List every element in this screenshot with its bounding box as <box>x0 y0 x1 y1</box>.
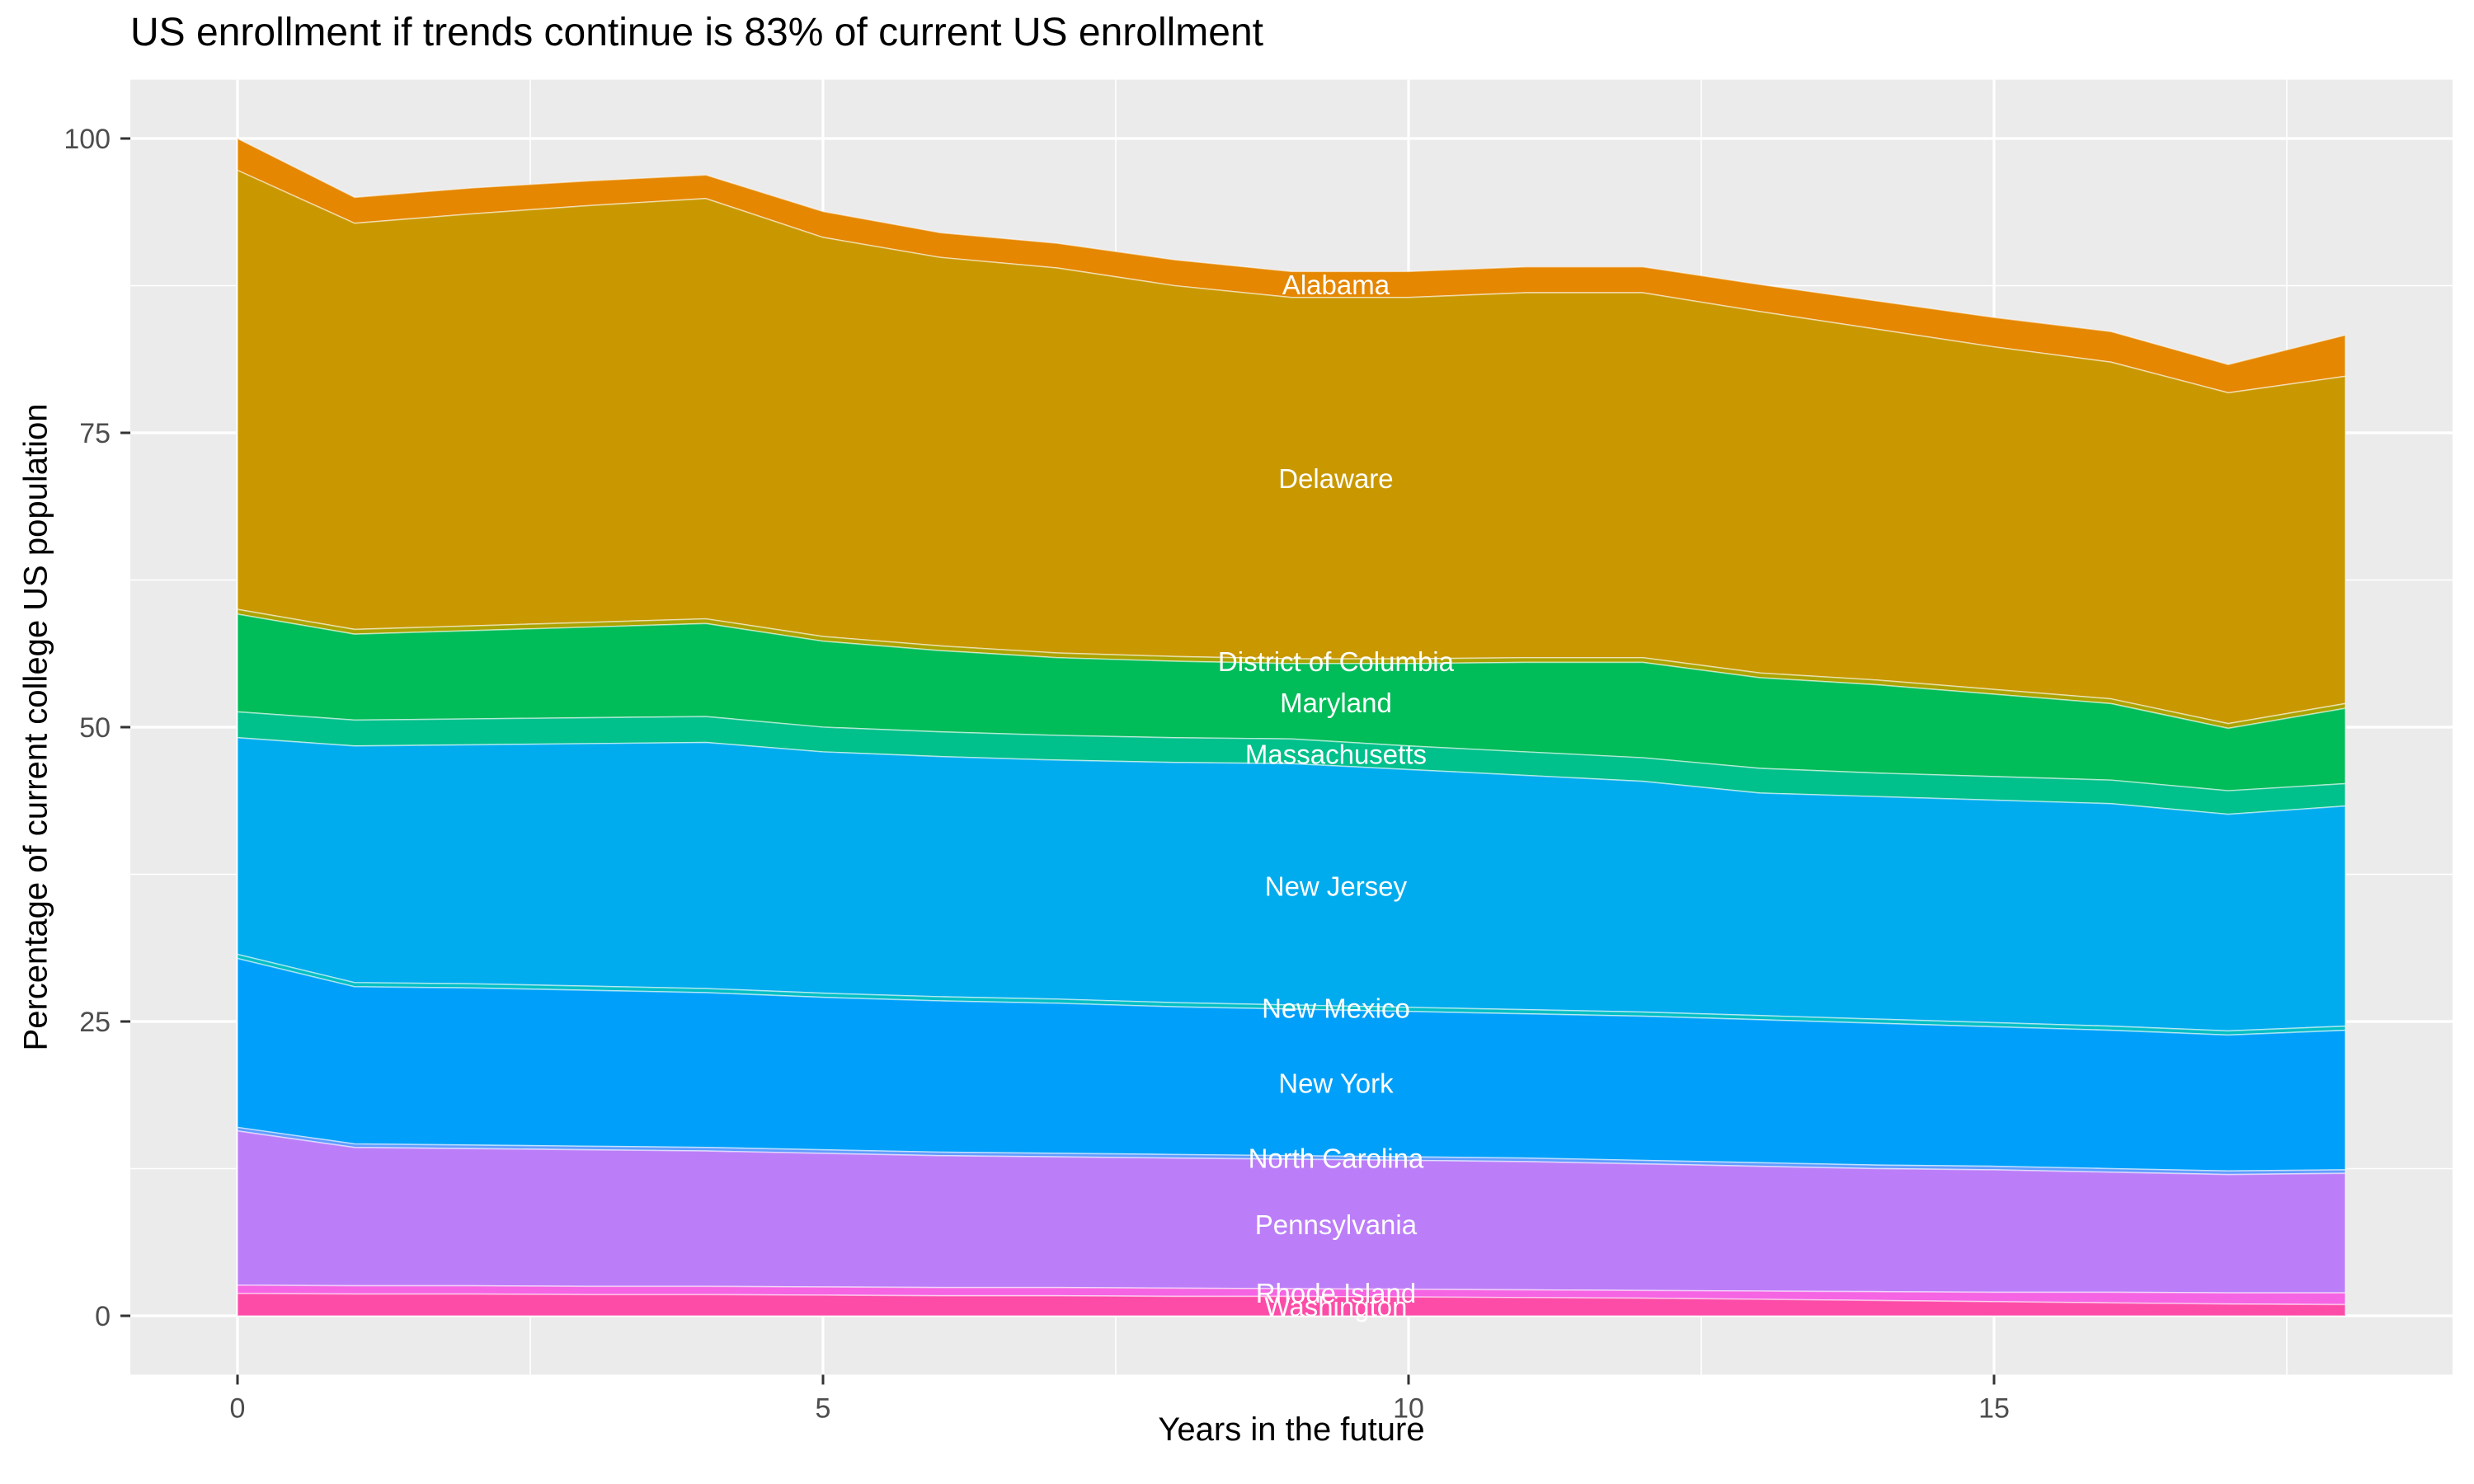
area-label-delaware: Delaware <box>1278 463 1393 494</box>
y-axis-title: Percentage of current college US populat… <box>17 403 54 1051</box>
area-label-massachusetts: Massachusetts <box>1245 739 1427 769</box>
area-label-new-mexico: New Mexico <box>1262 993 1410 1024</box>
area-label-alabama: Alabama <box>1282 270 1390 300</box>
area-label-new-jersey: New Jersey <box>1265 871 1408 902</box>
y-tick-label: 75 <box>79 418 111 449</box>
area-washington <box>237 1293 2346 1317</box>
area-label-new-york: New York <box>1278 1068 1394 1099</box>
x-tick-label: 0 <box>230 1392 246 1424</box>
area-label-rhode-island: Rhode Island <box>1256 1278 1416 1308</box>
x-axis-title: Years in the future <box>1158 1411 1425 1448</box>
area-label-north-carolina: North Carolina <box>1249 1143 1424 1173</box>
y-tick-label: 0 <box>95 1301 111 1332</box>
y-tick-label: 50 <box>79 712 111 744</box>
y-tick-label: 25 <box>79 1007 111 1038</box>
area-label-pennsylvania: Pennsylvania <box>1255 1209 1418 1240</box>
chart-title: US enrollment if trends continue is 83% … <box>130 11 1263 54</box>
x-tick-label: 15 <box>1978 1392 2010 1424</box>
y-tick-label: 100 <box>63 124 111 155</box>
area-label-maryland: Maryland <box>1280 688 1392 718</box>
x-tick-label: 10 <box>1393 1392 1424 1424</box>
area-label-washington: Washington <box>1264 1291 1407 1322</box>
x-tick-label: 5 <box>816 1392 831 1424</box>
area-label-district-of-columbia: District of Columbia <box>1218 646 1455 677</box>
